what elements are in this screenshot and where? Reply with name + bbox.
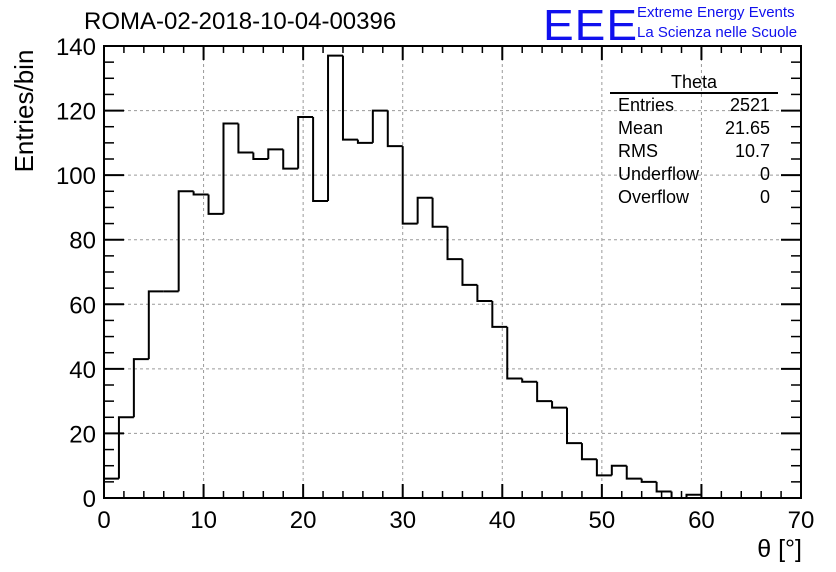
histogram-bin	[506, 326, 523, 380]
stats-box: Theta Entries 2521 Mean 21.65 RMS 10.7 Unde…	[610, 72, 778, 209]
plot-title: ROMA-02-2018-10-04-00396	[84, 8, 397, 35]
stats-value: 21.65	[724, 118, 770, 138]
histogram-bin	[431, 197, 448, 228]
stats-label: Entries	[618, 95, 675, 115]
stats-value: 0	[759, 187, 770, 207]
histogram-bin	[521, 378, 538, 383]
stats-row: Underflow 0	[610, 163, 778, 186]
y-tick-label: 80	[69, 228, 96, 255]
histogram-bin	[580, 443, 597, 461]
axis-ticks: 0 10 20 30 40 50 60 70 0 20 40 60 80 100 120 140	[56, 34, 814, 534]
y-tick-label: 100	[56, 163, 96, 190]
histogram-bin	[117, 416, 134, 479]
histogram-bin	[640, 478, 657, 483]
y-tick-label: 20	[69, 421, 96, 448]
histogram-bin	[147, 290, 164, 360]
histogram-bin	[416, 196, 433, 224]
histogram-bars	[103, 54, 702, 499]
histogram-bin	[297, 116, 314, 169]
histogram-bin	[386, 110, 403, 148]
histogram-bin	[461, 259, 478, 286]
y-axis-label: Entries/bin	[9, 49, 39, 173]
histogram-bin	[132, 358, 149, 418]
histogram-bin	[625, 465, 642, 480]
histogram-bin	[401, 146, 418, 225]
histogram-bin	[446, 226, 463, 261]
stats-label: Overflow	[618, 187, 690, 207]
x-tick-label: 20	[290, 507, 317, 534]
y-tick-label: 120	[56, 99, 96, 126]
grid-lines	[104, 46, 801, 498]
histogram-bin	[282, 149, 299, 170]
stats-row: RMS 10.7	[610, 140, 778, 163]
histogram-bin	[371, 109, 388, 143]
stats-row: Entries 2521	[610, 94, 778, 117]
histogram-bin	[222, 122, 239, 214]
stats-row: Mean 21.65	[610, 117, 778, 140]
logo-line-1: Extreme Energy Events	[637, 4, 795, 21]
x-tick-label: 60	[688, 507, 715, 534]
stats-row: Overflow 0	[610, 186, 778, 209]
y-tick-label: 40	[69, 357, 96, 384]
histogram-bin	[341, 55, 358, 141]
histogram-bin	[595, 459, 612, 477]
histogram-bin	[177, 190, 194, 292]
stats-value: 0	[759, 164, 770, 184]
histogram-bin	[312, 117, 329, 202]
stats-value: 10.7	[734, 141, 770, 161]
histogram-bin	[252, 152, 269, 160]
histogram-bin	[491, 301, 508, 328]
eee-logo: EEE	[543, 0, 639, 50]
histogram-bin	[536, 381, 553, 403]
stats-value: 2521	[729, 95, 770, 115]
stats-label: Mean	[618, 118, 664, 138]
histogram-bin	[356, 139, 373, 144]
histogram-bin	[192, 191, 209, 196]
x-tick-label: 70	[788, 507, 815, 534]
x-tick-label: 50	[589, 507, 616, 534]
histogram-bin	[327, 54, 343, 201]
y-tick-label: 0	[83, 486, 96, 513]
stats-label: RMS	[618, 141, 658, 161]
x-tick-label: 40	[489, 507, 516, 534]
x-tick-label: 30	[389, 507, 416, 534]
stats-label: Underflow	[618, 164, 700, 184]
y-tick-label: 140	[56, 34, 96, 61]
histogram-bin	[685, 493, 702, 498]
stats-title: Theta	[610, 72, 778, 94]
histogram-bin	[207, 194, 224, 215]
x-tick-label: 0	[97, 507, 110, 534]
plot-frame	[103, 45, 802, 499]
histogram-bin	[237, 123, 254, 154]
histogram-bin	[476, 284, 493, 303]
x-axis-label: θ [°]	[757, 535, 802, 563]
y-tick-label: 60	[69, 292, 96, 319]
histogram-bin	[551, 401, 568, 409]
histogram-bin	[566, 407, 582, 445]
histogram-bin	[610, 464, 627, 476]
x-tick-label: 10	[190, 507, 217, 534]
histogram-bin	[267, 148, 284, 159]
histogram-bin	[655, 481, 672, 493]
logo-line-2: La Scienza nelle Scuole	[637, 24, 798, 41]
